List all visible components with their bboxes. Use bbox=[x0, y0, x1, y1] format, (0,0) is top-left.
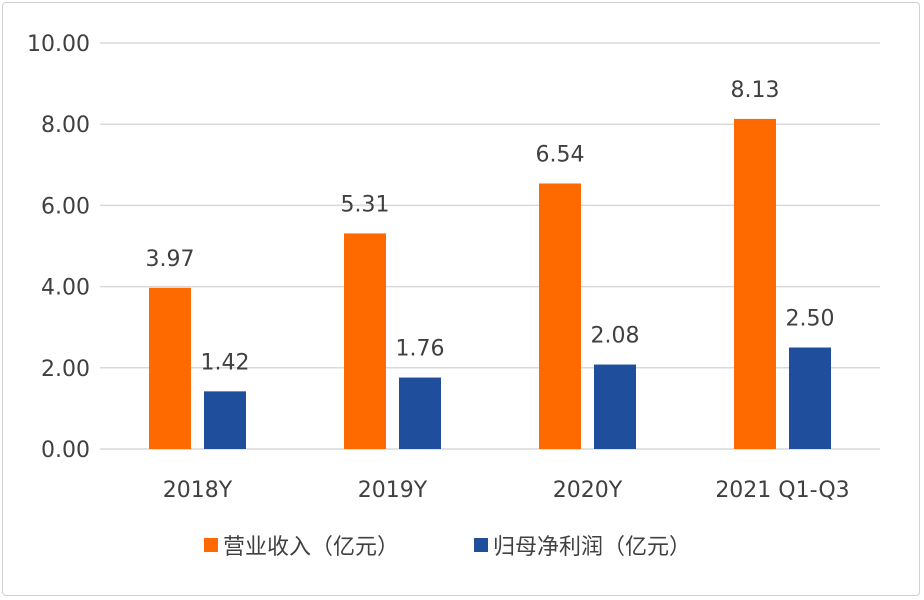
x-tick-label: 2019Y bbox=[358, 478, 428, 503]
data-label: 1.76 bbox=[396, 337, 445, 362]
y-tick-label: 6.00 bbox=[41, 194, 90, 219]
data-label: 3.97 bbox=[146, 247, 195, 272]
data-label: 8.13 bbox=[731, 78, 780, 103]
data-label: 5.31 bbox=[341, 192, 390, 217]
bar-net-profit bbox=[594, 364, 636, 449]
legend-label: 归母净利润（亿元） bbox=[493, 535, 691, 560]
legend-label: 营业收入（亿元） bbox=[223, 535, 399, 560]
y-tick-label: 4.00 bbox=[41, 276, 90, 301]
y-tick-label: 8.00 bbox=[41, 113, 90, 138]
bar-net-profit bbox=[399, 377, 441, 449]
bar-revenue bbox=[539, 183, 581, 449]
y-tick-label: 10.00 bbox=[27, 32, 90, 57]
data-label: 1.42 bbox=[201, 350, 250, 375]
x-tick-label: 2018Y bbox=[163, 478, 233, 503]
bar-revenue bbox=[734, 118, 776, 449]
x-tick-label: 2020Y bbox=[553, 478, 623, 503]
data-label: 6.54 bbox=[536, 142, 585, 167]
x-tick-label: 2021 Q1-Q3 bbox=[715, 478, 849, 503]
data-label: 2.08 bbox=[591, 324, 640, 349]
bar-revenue bbox=[149, 287, 191, 449]
y-tick-label: 2.00 bbox=[41, 357, 90, 382]
legend-swatch bbox=[474, 538, 488, 552]
legend-swatch bbox=[204, 538, 218, 552]
bar-net-profit bbox=[789, 347, 831, 449]
bar-net-profit bbox=[204, 391, 246, 449]
data-label: 2.50 bbox=[786, 307, 835, 332]
bar-revenue bbox=[344, 233, 386, 449]
y-tick-label: 0.00 bbox=[41, 438, 90, 463]
